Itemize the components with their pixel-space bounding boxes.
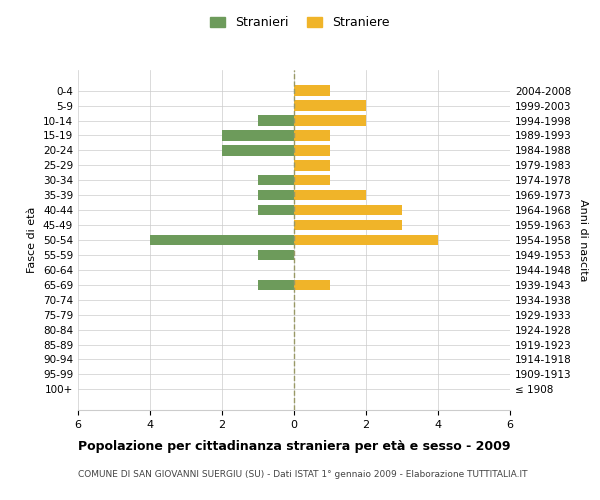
Bar	[258, 250, 294, 260]
Bar	[258, 190, 294, 200]
Bar	[294, 116, 366, 126]
Bar	[294, 235, 438, 245]
Bar	[294, 100, 366, 111]
Text: COMUNE DI SAN GIOVANNI SUERGIU (SU) - Dati ISTAT 1° gennaio 2009 - Elaborazione : COMUNE DI SAN GIOVANNI SUERGIU (SU) - Da…	[78, 470, 527, 479]
Bar	[294, 160, 330, 170]
Bar	[294, 220, 402, 230]
Bar	[294, 86, 330, 96]
Bar	[258, 175, 294, 186]
Bar	[294, 205, 402, 216]
Legend: Stranieri, Straniere: Stranieri, Straniere	[205, 11, 395, 34]
Bar	[294, 280, 330, 290]
Bar	[258, 280, 294, 290]
Bar	[258, 205, 294, 216]
Bar	[294, 190, 366, 200]
Text: Popolazione per cittadinanza straniera per età e sesso - 2009: Popolazione per cittadinanza straniera p…	[78, 440, 511, 453]
Y-axis label: Anni di nascita: Anni di nascita	[578, 198, 588, 281]
Bar	[258, 116, 294, 126]
Bar	[294, 175, 330, 186]
Bar	[294, 130, 330, 140]
Y-axis label: Fasce di età: Fasce di età	[28, 207, 37, 273]
Bar	[150, 235, 294, 245]
Bar	[294, 145, 330, 156]
Bar	[222, 145, 294, 156]
Bar	[222, 130, 294, 140]
